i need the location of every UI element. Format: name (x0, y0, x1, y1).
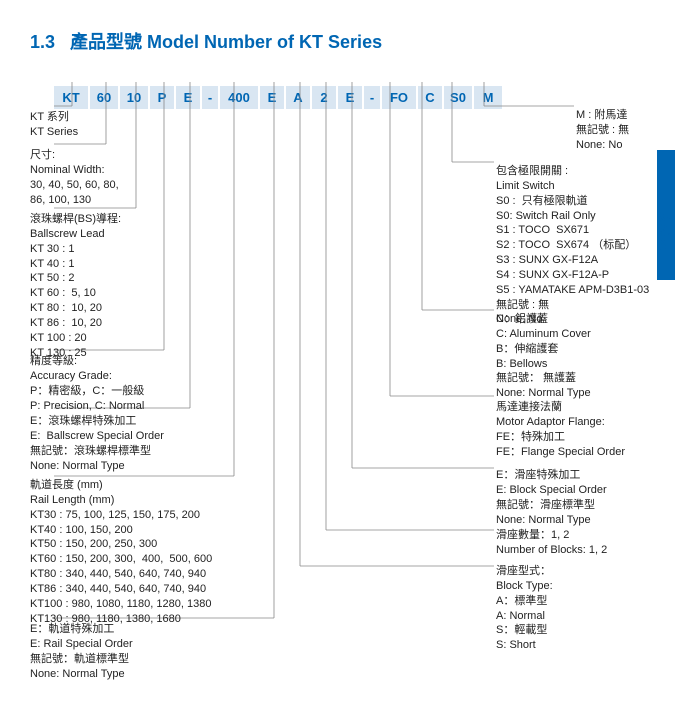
code-e3: E (338, 86, 364, 109)
code-10: 10 (120, 86, 150, 109)
side-tab-label: 直線模組 (659, 195, 673, 252)
code-m: M (474, 86, 504, 109)
code-kt: KT (54, 86, 90, 109)
code-dash2: - (364, 86, 382, 109)
desc-nominal-width: 尺寸: Nominal Width: 30, 40, 50, 60, 80, 8… (30, 148, 119, 207)
desc-ballscrew-lead: 滾珠螺桿(BS)導程: Ballscrew Lead KT 30 : 1 KT … (30, 212, 121, 360)
desc-accuracy: 精度等級: Accuracy Grade: P：精密級，C：一般級 P: Pre… (30, 354, 144, 413)
desc-rail-length: 軌道長度 (mm) Rail Length (mm) KT30 : 75, 10… (30, 478, 212, 626)
desc-block-count: 滑座數量：1, 2 Number of Blocks: 1, 2 (496, 528, 607, 558)
code-fo: FO (382, 86, 418, 109)
page-title: 1.3 產品型號 Model Number of KT Series (30, 28, 685, 54)
desc-block-special: E：滑座特殊加工 E: Block Special Order 無記號：滑座標準… (496, 468, 607, 527)
desc-limit-switch: 包含極限開關 : Limit Switch S0 : 只有極限軌道 S0: Sw… (496, 164, 649, 327)
code-2: 2 (312, 86, 338, 109)
model-code-bar: KT 60 10 P E - 400 E A 2 E - FO C S0 M (54, 86, 685, 109)
section-number: 1.3 (30, 32, 55, 52)
desc-kt-series: KT 系列 KT Series (30, 110, 78, 140)
code-p: P (150, 86, 176, 109)
code-e1: E (176, 86, 202, 109)
desc-flange: 馬達連接法蘭 Motor Adaptor Flange: FE：特殊加工 FE：… (496, 400, 625, 459)
desc-block-type: 滑座型式： Block Type: A：標準型 A: Normal S：輕載型 … (496, 564, 553, 653)
code-400: 400 (220, 86, 260, 109)
code-dash1: - (202, 86, 220, 109)
code-e2: E (260, 86, 286, 109)
desc-rail-special: E：軌道特殊加工 E: Rail Special Order 無記號：軌道標準型… (30, 622, 133, 681)
desc-cover: C：鋁護蓋 C: Aluminum Cover B：伸縮護套 B: Bellow… (496, 312, 591, 401)
section-title: 產品型號 Model Number of KT Series (70, 32, 382, 52)
code-a: A (286, 86, 312, 109)
code-60: 60 (90, 86, 120, 109)
desc-ballscrew-special: E：滾珠螺桿特殊加工 E: Ballscrew Special Order 無記… (30, 414, 164, 473)
code-s0: S0 (444, 86, 474, 109)
code-c: C (418, 86, 444, 109)
desc-motor: M : 附馬達 無記號 : 無 None: No (576, 108, 629, 153)
